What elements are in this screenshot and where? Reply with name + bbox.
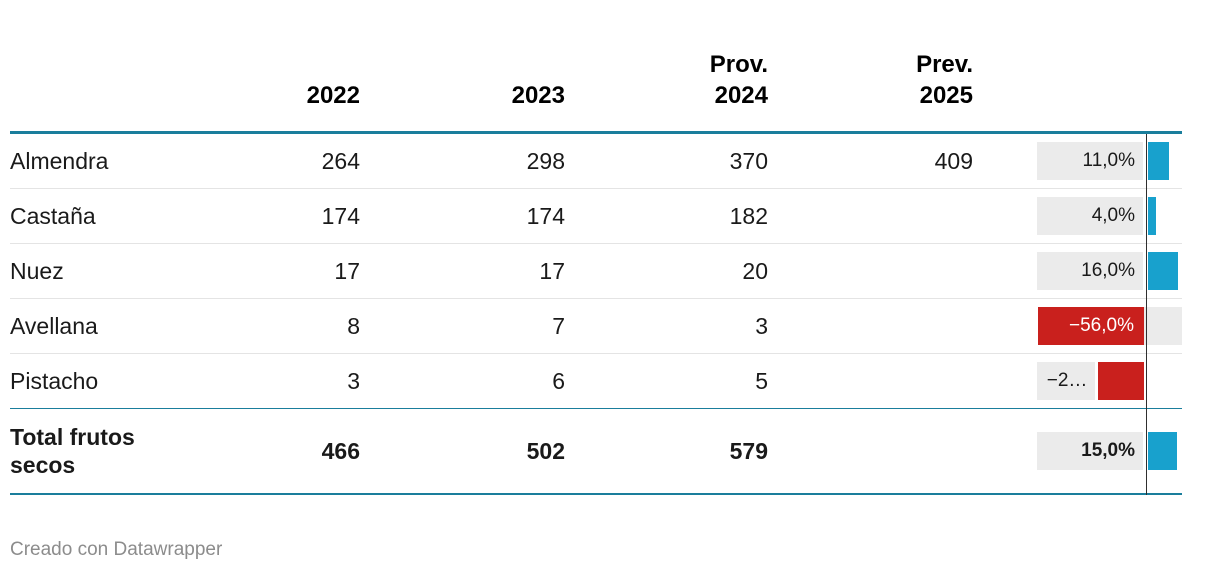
positive-bar	[1148, 142, 1169, 181]
change-bar: −2…	[1037, 362, 1182, 401]
value-2022: 3	[347, 367, 360, 394]
table-body: Almendra 264 298 370 409 11,0% Castaña 1…	[10, 134, 1182, 496]
header-prov-2024: Prov. 2024	[709, 51, 768, 109]
change-bar: −56,0%	[1037, 307, 1182, 346]
table-row-pistacho: Pistacho 3 6 5 −2…	[10, 354, 1182, 410]
table-row-almendra: Almendra 264 298 370 409 11,0%	[10, 134, 1182, 190]
value-2024: 370	[729, 147, 768, 174]
value-2022: 8	[347, 312, 360, 339]
positive-bar	[1148, 197, 1156, 236]
bar-axis-line	[1146, 134, 1147, 496]
value-2023: 6	[552, 367, 565, 394]
table-row-nuez: Nuez 17 17 20 16,0%	[10, 244, 1182, 300]
positive-bar	[1148, 432, 1177, 471]
change-bar: 16,0%	[1037, 252, 1182, 291]
negative-bar	[1098, 362, 1144, 401]
change-bar-cell: 15,0%	[973, 409, 1182, 493]
value-2022: 466	[321, 437, 360, 464]
change-bar-cell: −56,0%	[973, 299, 1182, 353]
value-2024: 182	[729, 202, 768, 229]
value-2023: 502	[526, 437, 565, 464]
value-2023: 7	[552, 312, 565, 339]
pct-label-box: 16,0%	[1037, 252, 1143, 291]
value-2023: 298	[526, 147, 565, 174]
value-2022: 264	[321, 147, 360, 174]
value-2023: 174	[526, 202, 565, 229]
change-bar: 4,0%	[1037, 197, 1182, 236]
value-2024: 3	[755, 312, 768, 339]
table-row-castana: Castaña 174 174 182 4,0%	[10, 189, 1182, 245]
change-bar-cell: 4,0%	[973, 189, 1182, 243]
value-2022: 17	[334, 257, 360, 284]
row-label: Nuez	[10, 257, 64, 284]
header-2023: 2023	[511, 81, 565, 109]
header-prev-2025: Prev. 2025	[916, 51, 973, 109]
change-bar-cell: 16,0%	[973, 244, 1182, 298]
header-2022: 2022	[306, 81, 360, 109]
footer: Creado con Datawrapper	[10, 539, 1182, 561]
negative-bar: −56,0%	[1037, 307, 1144, 346]
positive-bar	[1148, 252, 1179, 291]
row-label: Avellana	[10, 312, 98, 339]
pct-label-box: 11,0%	[1037, 142, 1143, 181]
value-2024: 579	[729, 437, 768, 464]
value-2024: 5	[755, 367, 768, 394]
table-row-total: Total frutos secos 466 502 579 15,0%	[10, 409, 1182, 496]
row-label: Castaña	[10, 202, 96, 229]
row-label: Pistacho	[10, 367, 99, 394]
pct-label-box: −2…	[1037, 362, 1096, 401]
pct-tail-box	[1144, 307, 1182, 346]
change-bar-cell: −2…	[973, 354, 1182, 408]
row-label-total: Total frutos secos	[10, 423, 135, 479]
table-header: 2022 2023 Prov. 2024 Prev. 2025	[10, 42, 1182, 135]
change-bar-cell: 11,0%	[973, 134, 1182, 188]
change-bar: 15,0%	[1037, 432, 1182, 471]
value-2024: 20	[742, 257, 768, 284]
value-2025: 409	[934, 147, 973, 174]
pct-label-box: 4,0%	[1037, 197, 1143, 236]
value-2023: 17	[539, 257, 565, 284]
value-2022: 174	[321, 202, 360, 229]
pct-label-box: 15,0%	[1037, 432, 1143, 471]
row-label: Almendra	[10, 147, 109, 174]
datawrapper-credit[interactable]: Creado con Datawrapper	[10, 539, 223, 561]
table-row-avellana: Avellana 8 7 3 −56,0%	[10, 299, 1182, 355]
change-bar: 11,0%	[1037, 142, 1182, 181]
